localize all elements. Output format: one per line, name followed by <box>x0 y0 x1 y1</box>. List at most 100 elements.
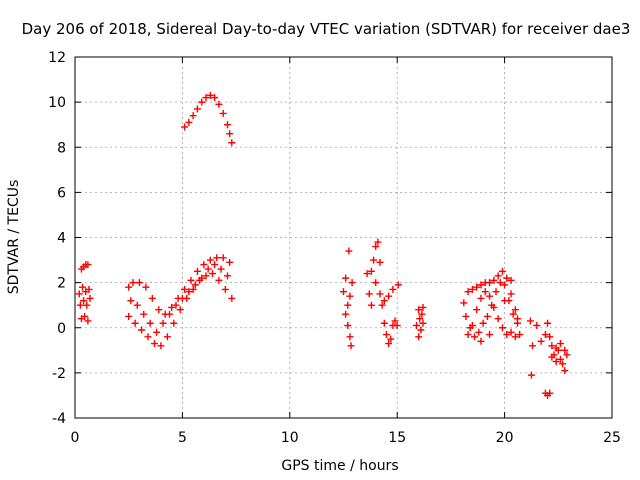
data-point <box>150 340 158 348</box>
data-point <box>561 367 569 375</box>
data-point <box>548 342 556 350</box>
data-point <box>367 267 375 275</box>
data-point <box>208 270 216 278</box>
data-point <box>211 94 219 102</box>
data-point <box>526 317 534 325</box>
data-point <box>419 319 427 327</box>
data-point <box>490 303 498 311</box>
data-point <box>198 274 206 282</box>
data-point <box>418 310 426 318</box>
data-point <box>415 333 423 341</box>
data-point <box>533 321 541 329</box>
data-point <box>374 238 382 246</box>
data-point <box>496 279 504 287</box>
data-point <box>507 290 515 298</box>
data-point <box>503 331 511 339</box>
series-arc-2.5h-upper <box>125 254 234 318</box>
data-point <box>561 346 569 354</box>
data-point <box>221 285 229 293</box>
data-point <box>79 283 87 291</box>
data-point <box>498 324 506 332</box>
data-point <box>142 283 150 291</box>
data-point <box>464 331 472 339</box>
y-tick-label: 6 <box>57 185 66 201</box>
data-point <box>340 288 347 296</box>
data-point <box>155 306 163 314</box>
data-point <box>193 267 201 275</box>
data-point <box>163 333 171 341</box>
data-point <box>125 312 133 320</box>
x-tick-label: 15 <box>388 430 406 446</box>
data-point <box>481 288 489 296</box>
data-point <box>468 321 476 329</box>
axis-ticks: 0 5 10 15 20 25 -4 -2 0 2 4 6 8 10 12 <box>48 50 621 446</box>
data-point <box>537 337 545 345</box>
data-point <box>76 301 84 309</box>
data-point <box>200 261 208 269</box>
data-point <box>187 276 195 284</box>
series-arc-2.5h-lower <box>125 270 236 350</box>
data-point <box>556 340 564 348</box>
data-point <box>83 301 91 309</box>
data-point <box>509 310 517 318</box>
data-point <box>224 272 232 280</box>
data-point <box>516 331 524 339</box>
data-point <box>346 333 354 341</box>
data-point <box>346 292 354 300</box>
data-point <box>541 331 549 339</box>
data-point <box>133 301 141 309</box>
data-point <box>511 333 519 341</box>
chart-title: Day 206 of 2018, Sidereal Day-to-day VTE… <box>22 20 631 38</box>
y-tick-label: 4 <box>57 231 66 247</box>
data-point <box>228 294 236 302</box>
data-point <box>85 285 93 293</box>
data-point <box>219 254 227 262</box>
data-point <box>198 98 206 106</box>
data-point <box>464 288 472 296</box>
data-point <box>193 105 201 113</box>
series-arc-12.6h <box>340 247 356 350</box>
data-point <box>416 315 424 323</box>
x-tick-label: 0 <box>71 430 80 446</box>
data-point <box>135 279 143 287</box>
data-point <box>393 321 401 329</box>
data-point <box>347 342 355 350</box>
data-point <box>479 319 487 327</box>
data-point <box>471 333 479 341</box>
series-arc-0.2h <box>75 261 94 325</box>
y-tick-label: 10 <box>48 95 66 111</box>
data-point <box>140 310 148 318</box>
data-point <box>554 346 562 354</box>
data-point <box>486 331 494 339</box>
x-tick-label: 20 <box>496 430 514 446</box>
data-point <box>380 319 388 327</box>
data-point <box>559 360 567 368</box>
data-point <box>228 139 236 147</box>
data-point <box>191 281 199 289</box>
data-point <box>178 294 186 302</box>
data-point <box>342 310 350 318</box>
data-point <box>213 254 221 262</box>
data-point <box>344 321 352 329</box>
data-point <box>507 328 515 336</box>
data-point <box>389 285 397 293</box>
data-point <box>477 337 485 345</box>
data-point <box>513 315 521 323</box>
data-point <box>363 270 371 278</box>
data-point <box>81 312 89 320</box>
data-point <box>486 279 494 287</box>
data-point <box>127 297 135 305</box>
data-point <box>217 265 225 273</box>
data-point <box>556 355 564 363</box>
data-point <box>75 290 83 298</box>
data-point <box>365 290 373 298</box>
data-point <box>189 285 197 293</box>
data-point <box>380 297 388 305</box>
x-tick-label: 25 <box>603 430 621 446</box>
data-point <box>473 306 481 314</box>
data-point <box>372 243 380 251</box>
data-point <box>172 301 180 309</box>
data-point <box>498 267 506 275</box>
data-point <box>226 258 234 266</box>
